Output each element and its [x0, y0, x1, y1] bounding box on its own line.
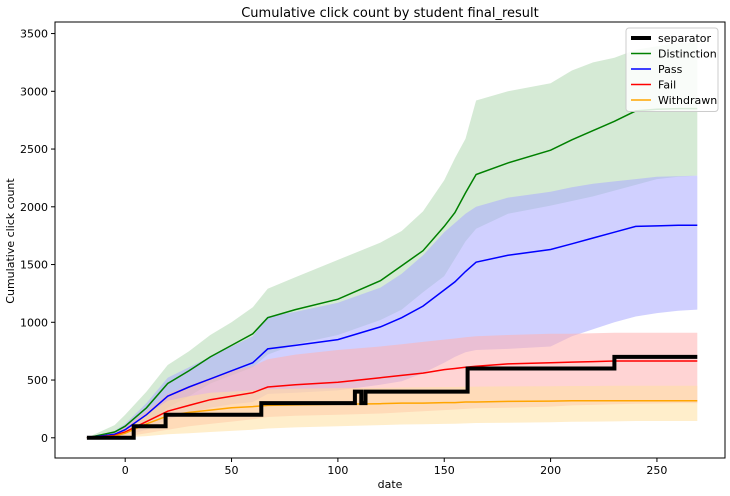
separator-line — [86, 354, 698, 440]
legend-label-separator: separator — [658, 32, 712, 45]
y-axis: 0 500 1000 1500 2000 2500 3000 3500 — [20, 28, 55, 445]
chart-title: Cumulative click count by student final_… — [241, 6, 539, 21]
y-tick-label: 500 — [27, 374, 48, 387]
distinction-line — [86, 107, 698, 439]
legend-label-distinction: Distinction — [658, 48, 717, 61]
y-tick-label: 3000 — [20, 85, 48, 98]
plot-frame — [54, 21, 726, 459]
x-tick-label: 0 — [122, 464, 129, 477]
x-tick-label: 50 — [225, 464, 239, 477]
withdrawn-band — [86, 385, 698, 438]
y-tick-label: 2000 — [20, 201, 48, 214]
y-tick-label: 0 — [41, 432, 48, 445]
x-tick-label: 150 — [434, 464, 455, 477]
y-tick-label: 1500 — [20, 259, 48, 272]
x-tick-label: 200 — [540, 464, 561, 477]
x-tick-label: 250 — [646, 464, 667, 477]
legend: separator Distinction Pass Fail Withdrawn — [625, 27, 719, 112]
distinction-band — [86, 42, 698, 438]
y-tick-label: 1000 — [20, 316, 48, 329]
x-axis: 0 50 100 150 200 250 — [122, 458, 667, 477]
y-tick-label: 2500 — [20, 143, 48, 156]
legend-label-fail: Fail — [658, 79, 676, 92]
fail-line — [86, 360, 698, 439]
y-tick-label: 3500 — [20, 28, 48, 41]
legend-label-pass: Pass — [658, 63, 683, 76]
legend-label-withdrawn: Withdrawn — [658, 94, 717, 107]
x-tick-label: 100 — [327, 464, 348, 477]
pass-line — [86, 224, 698, 439]
legend-box — [625, 27, 719, 112]
x-axis-label: date — [378, 478, 403, 491]
series-lines — [86, 107, 698, 440]
confidence-bands — [86, 42, 698, 438]
y-axis-label: Cumulative click count — [4, 178, 17, 304]
